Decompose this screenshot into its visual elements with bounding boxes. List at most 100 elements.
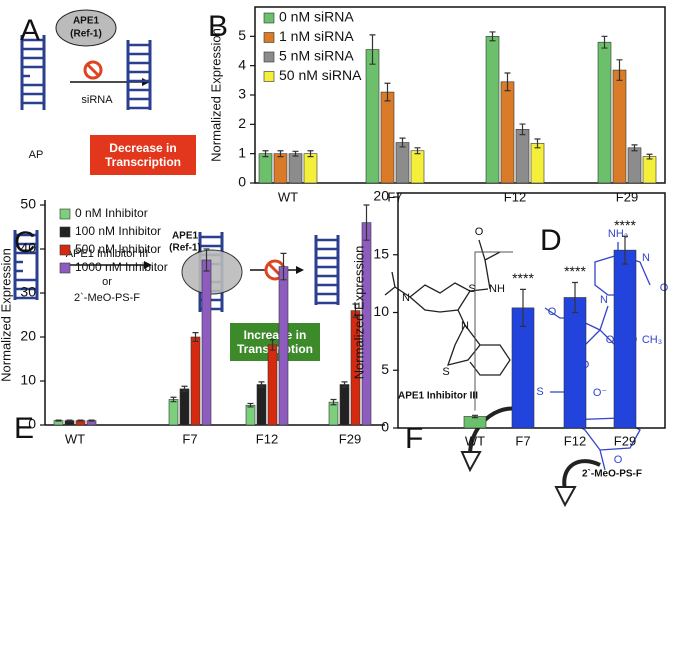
atom-label: N bbox=[402, 292, 410, 304]
legend-label: 0 nM siRNA bbox=[279, 9, 354, 25]
atom-label: O bbox=[606, 334, 615, 346]
legend-label: 5 nM siRNA bbox=[279, 48, 354, 64]
protein-sub: (Ref-1) bbox=[70, 29, 102, 40]
bar bbox=[612, 69, 627, 184]
compound-name: APE1 Inhibitor III bbox=[398, 391, 478, 402]
error-bar bbox=[262, 150, 269, 158]
legend-label: 100 nM Inhibitor bbox=[75, 224, 161, 238]
bar bbox=[179, 388, 190, 426]
or-label: or bbox=[102, 276, 112, 288]
significance: **** bbox=[614, 217, 636, 233]
atom-label: CH₃ bbox=[642, 334, 662, 346]
error-bar bbox=[363, 204, 370, 241]
x-tick-label: WT bbox=[278, 189, 298, 204]
bar bbox=[278, 266, 289, 426]
x-tick-label: WT bbox=[465, 433, 485, 448]
error-bar bbox=[399, 137, 406, 148]
compound-name: 2`-MeO-PS-F bbox=[582, 469, 642, 480]
protein-label: APE1 bbox=[172, 231, 199, 242]
legend-swatch bbox=[263, 71, 275, 82]
bar bbox=[245, 404, 256, 426]
outcome-box bbox=[90, 135, 196, 175]
error-bar bbox=[622, 235, 628, 265]
x-tick-label: WT bbox=[65, 431, 85, 446]
atom-label: O bbox=[548, 306, 557, 318]
error-bar bbox=[646, 153, 653, 160]
y-tick-label: 0 bbox=[238, 174, 246, 190]
error-bar bbox=[572, 281, 578, 314]
error-bar bbox=[307, 150, 314, 158]
legend-label: 50 nM siRNA bbox=[279, 67, 362, 83]
curved-arrow bbox=[562, 459, 601, 491]
protein-sub: (Ref-1) bbox=[169, 243, 201, 254]
site-label: AP bbox=[29, 149, 44, 161]
y-tick-label: 0 bbox=[381, 419, 389, 435]
x-tick-label: F12 bbox=[256, 431, 278, 446]
y-tick-label: 10 bbox=[20, 372, 36, 388]
drug-label: APE1 Inhibitor III bbox=[66, 248, 149, 260]
error-bar bbox=[631, 144, 638, 152]
atom-label: O⁻ bbox=[593, 387, 608, 399]
panel-letter: F bbox=[405, 422, 423, 455]
error-bar bbox=[330, 398, 337, 406]
bar bbox=[500, 81, 515, 184]
atom-label: O bbox=[660, 282, 669, 294]
bar bbox=[395, 142, 410, 184]
x-tick-label: F29 bbox=[614, 433, 636, 448]
x-tick-label: F7 bbox=[515, 433, 530, 448]
atom-label: O bbox=[475, 226, 484, 238]
error-bar bbox=[369, 34, 376, 65]
x-tick-label: F29 bbox=[339, 431, 361, 446]
x-tick-label: F7 bbox=[182, 431, 197, 446]
outcome: Decrease in Transcription bbox=[104, 140, 181, 169]
atom-label: S bbox=[536, 386, 543, 398]
legend-label: 1000 nM Inhibitor bbox=[75, 260, 168, 274]
x-tick-label: F12 bbox=[564, 433, 586, 448]
error-bar bbox=[341, 381, 348, 388]
y-tick-label: 50 bbox=[20, 196, 36, 212]
bar bbox=[613, 249, 637, 429]
y-tick-label: 1 bbox=[238, 144, 246, 160]
y-tick-label: 40 bbox=[20, 240, 36, 256]
error-bar bbox=[519, 123, 526, 136]
protein-label: APE1 bbox=[73, 16, 100, 27]
error-bar bbox=[55, 419, 62, 422]
arrow-head bbox=[554, 486, 577, 508]
arrow-head bbox=[460, 451, 482, 473]
error-bar bbox=[88, 419, 95, 422]
legend-swatch bbox=[263, 32, 275, 43]
arrow-head bbox=[144, 261, 152, 269]
panel-letter: A bbox=[20, 14, 40, 47]
bar bbox=[380, 91, 395, 184]
x-tick-label: F12 bbox=[504, 189, 526, 204]
legend-label: 0 nM Inhibitor bbox=[75, 206, 148, 220]
legend-swatch bbox=[263, 12, 275, 24]
bar bbox=[339, 384, 350, 426]
bar bbox=[515, 129, 530, 184]
error-bar bbox=[181, 385, 188, 393]
error-bar bbox=[352, 303, 359, 318]
bar bbox=[267, 344, 278, 426]
error-bar bbox=[601, 35, 608, 49]
bar bbox=[597, 41, 612, 184]
legend-swatch bbox=[59, 226, 71, 238]
legend-swatch bbox=[263, 51, 275, 63]
outcome-text: Decrease in Transcription bbox=[104, 140, 181, 169]
error-bar bbox=[247, 402, 254, 408]
error-bar bbox=[192, 332, 199, 342]
error-bar bbox=[520, 288, 526, 327]
drug-label: 2`-MeO-PS-F bbox=[74, 292, 140, 304]
bar bbox=[288, 153, 303, 184]
bar bbox=[258, 153, 273, 184]
legend-swatch bbox=[59, 244, 71, 256]
panel-letter: E bbox=[14, 412, 34, 445]
error-bar bbox=[504, 72, 511, 92]
atom-label: N bbox=[461, 320, 469, 332]
y-tick-label: 30 bbox=[20, 284, 36, 300]
y-tick-label: 4 bbox=[238, 56, 246, 72]
atom-label: NH₂ bbox=[608, 228, 628, 240]
error-bar bbox=[616, 59, 623, 81]
legend-swatch bbox=[59, 208, 71, 220]
bar bbox=[530, 143, 545, 184]
